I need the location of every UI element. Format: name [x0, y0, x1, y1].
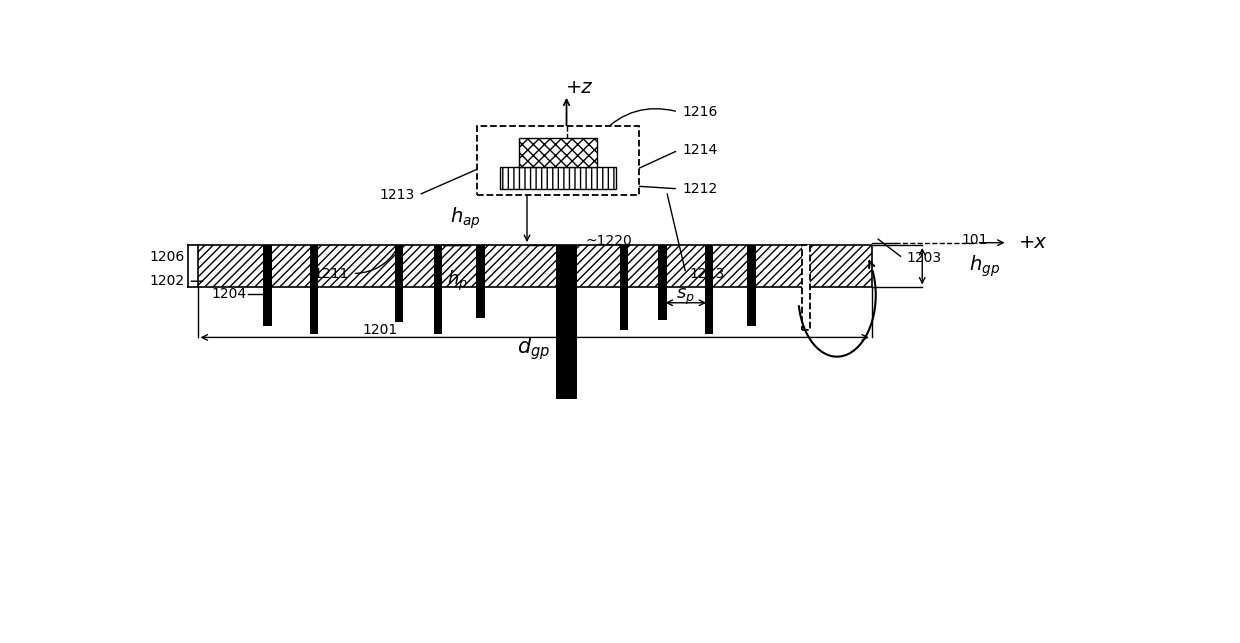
Bar	[748, 245, 756, 326]
Text: $h_p$: $h_p$	[446, 269, 467, 293]
Text: ~1220: ~1220	[585, 234, 632, 248]
Bar	[500, 167, 616, 189]
Bar	[658, 245, 667, 320]
Text: 1213: 1213	[689, 266, 725, 280]
Text: $d_{gp}$: $d_{gp}$	[517, 336, 549, 363]
Text: 101: 101	[961, 233, 987, 247]
Text: 1214: 1214	[682, 143, 717, 158]
Bar	[704, 245, 713, 334]
Text: $h_{ap}$: $h_{ap}$	[450, 205, 480, 231]
Text: $s_p$: $s_p$	[677, 287, 696, 307]
Text: 1206: 1206	[149, 249, 185, 264]
Bar	[197, 245, 872, 287]
Text: 1204: 1204	[211, 287, 247, 300]
Text: 1211: 1211	[314, 266, 348, 280]
Text: 1202: 1202	[149, 274, 185, 288]
Text: 1201: 1201	[362, 323, 397, 337]
Bar	[476, 125, 640, 195]
Text: +z: +z	[567, 78, 593, 96]
Text: 1216: 1216	[682, 105, 718, 119]
Bar	[802, 245, 810, 330]
Bar	[394, 245, 403, 322]
Bar	[520, 138, 596, 167]
Bar	[556, 245, 578, 399]
Bar	[476, 245, 485, 318]
Text: $h_{gp}$: $h_{gp}$	[968, 253, 999, 278]
Bar	[263, 245, 272, 326]
Bar	[434, 245, 443, 334]
Bar	[310, 245, 319, 334]
Text: 105: 105	[525, 136, 551, 150]
Text: 1203: 1203	[906, 251, 942, 265]
Text: 1212: 1212	[682, 182, 717, 196]
Text: +x: +x	[1019, 233, 1047, 252]
Bar	[620, 245, 629, 330]
Text: 1213: 1213	[379, 188, 414, 202]
